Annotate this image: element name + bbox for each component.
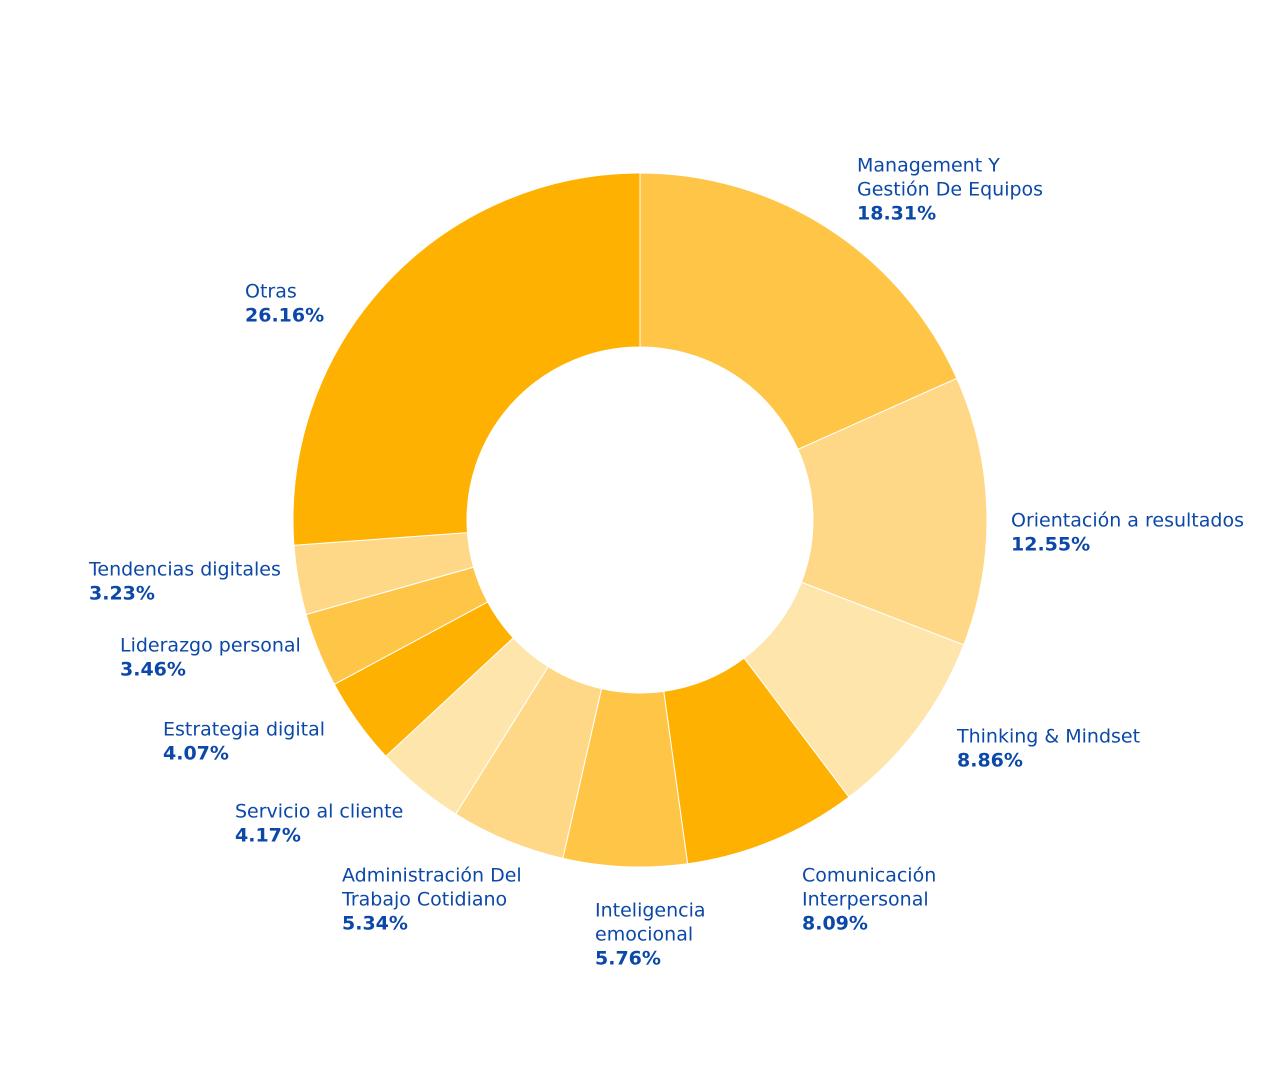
donut-slices xyxy=(292,172,988,868)
slice-label-value: 8.86% xyxy=(957,750,1023,772)
slice-label-value: 4.07% xyxy=(163,743,229,765)
slice-label-value: 5.34% xyxy=(342,913,408,935)
slice-label-value: 5.76% xyxy=(595,948,661,970)
slice-label-value: 12.55% xyxy=(1011,534,1090,556)
slice-label-name: Otras xyxy=(245,281,297,303)
donut-slice xyxy=(292,172,641,546)
slice-label-name: Orientación a resultados xyxy=(1011,510,1244,532)
slice-label-name: Tendencias digitales xyxy=(88,559,281,581)
slice-label-name: Gestión De Equipos xyxy=(857,179,1043,201)
slice-label-name: Thinking & Mindset xyxy=(956,726,1140,748)
slice-label-value: 3.46% xyxy=(120,659,186,681)
slice-label-name: Trabajo Cotidiano xyxy=(341,889,507,911)
slice-label-name: Inteligencia xyxy=(595,900,706,922)
slice-label-name: Liderazgo personal xyxy=(120,635,301,657)
slice-label-value: 26.16% xyxy=(245,305,324,327)
slice-label-name: Servicio al cliente xyxy=(235,801,403,823)
donut-slice xyxy=(639,172,958,451)
slice-label-value: 18.31% xyxy=(857,203,936,225)
slice-label-name: Estrategia digital xyxy=(163,719,325,741)
slice-label-value: 4.17% xyxy=(235,825,301,847)
slice-label-value: 8.09% xyxy=(802,913,868,935)
slice-label-name: Administración Del xyxy=(342,865,522,887)
slice-label-value: 3.23% xyxy=(89,583,155,605)
slice-label-name: Comunicación xyxy=(802,865,936,887)
donut-slice xyxy=(797,377,988,646)
slice-label-name: emocional xyxy=(595,924,693,946)
slice-label-name: Management Y xyxy=(857,155,1000,177)
slice-label-name: Interpersonal xyxy=(802,889,929,911)
